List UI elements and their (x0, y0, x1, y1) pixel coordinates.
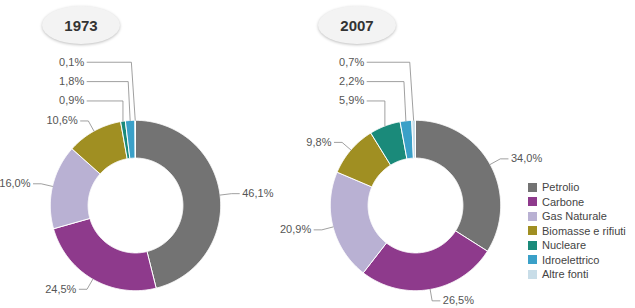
svg-text:16,0%: 16,0% (0, 177, 31, 189)
html-text:Idroelettrico: Idroelettrico (542, 253, 600, 266)
html-text:Biomasse e rifiuti: Biomasse e rifiuti (542, 224, 626, 237)
svg-text:0,9%: 0,9% (59, 94, 84, 106)
svg-text:9,8%: 9,8% (306, 136, 331, 148)
html-text:Nucleare: Nucleare (542, 239, 586, 252)
html-text:Petrolio: Petrolio (542, 181, 580, 194)
svg-text:20,9%: 20,9% (280, 223, 311, 235)
svg-text:26,5%: 26,5% (443, 294, 474, 306)
html-text:Carbone: Carbone (542, 195, 585, 208)
html-text:Gas Naturale: Gas Naturale (542, 210, 607, 223)
svg-text:10,6%: 10,6% (46, 114, 77, 126)
svg-text:46,1%: 46,1% (242, 187, 273, 199)
svg-text:24,5%: 24,5% (45, 283, 76, 295)
svg-text:5,9%: 5,9% (339, 94, 364, 106)
svg-text:2,2%: 2,2% (339, 75, 364, 87)
html-text:2007: 2007 (340, 16, 374, 34)
html-text:Altre fonti: Altre fonti (542, 268, 589, 281)
svg-text:0,1%: 0,1% (59, 56, 84, 68)
svg-text:0,7%: 0,7% (339, 56, 364, 68)
html-text:1973: 1973 (64, 16, 98, 34)
svg-text:34,0%: 34,0% (511, 152, 542, 164)
svg-text:1,8%: 1,8% (59, 75, 84, 87)
